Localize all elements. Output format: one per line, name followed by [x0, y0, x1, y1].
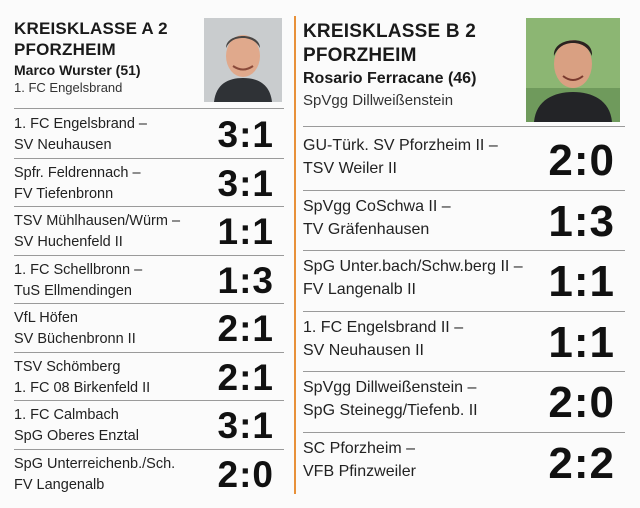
away-team: 1. FC 08 Birkenfeld II [14, 379, 151, 396]
row-separator [303, 431, 625, 433]
match-row: TSV Mühlhausen/Würm – SV Huchenfeld II 1:1 [14, 207, 284, 256]
column-divider [294, 16, 296, 494]
away-team: TuS Ellmendingen [14, 282, 132, 299]
match-row: SpVgg Dillweißenstein – SpG Steinegg/Tief… [303, 372, 625, 433]
home-team: 1. FC Engelsbrand – [14, 116, 147, 132]
kreisklasse-b2-column: KREISKLASSE B 2 PFORZHEIM Rosario Ferrac… [303, 0, 625, 488]
match-score: 2:0 [548, 136, 615, 185]
league-title-line1: KREISKLASSE B 2 [303, 21, 476, 42]
match-row: 1. FC Engelsbrand – SV Neuhausen 3:1 [14, 110, 284, 159]
match-teams: SpG Unterreichenb./Sch. FV Langenalb [14, 450, 284, 496]
match-row: 1. FC Calmbach SpG Oberes Enztal 3:1 [14, 401, 284, 450]
match-teams: GU-Türk. SV Pforzheim II – TSV Weiler II [303, 130, 625, 180]
coach-club: SpVgg Dillweißenstein [303, 92, 454, 109]
coach-name: Rosario Ferracane (46) [303, 70, 477, 87]
match-row: SpVgg CoSchwa II – TV Gräfenhausen 1:3 [303, 191, 625, 252]
home-team: SpG Unter.bach/Schw.berg II – [303, 258, 523, 275]
home-team: SpG Unterreichenb./Sch. [14, 455, 176, 472]
away-team: SpG Oberes Enztal [14, 428, 139, 444]
home-team: 1. FC Schellbronn – [14, 261, 143, 278]
league-title-line1: KREISKLASSE A 2 [14, 19, 168, 38]
away-team: TSV Weiler II [303, 160, 397, 177]
league-title-line2: PFORZHEIM [14, 40, 116, 59]
match-teams: SpG Unter.bach/Schw.berg II – FV Langenal… [303, 251, 625, 301]
match-teams: 1. FC Schellbronn – TuS Ellmendingen [14, 256, 284, 302]
row-separator [14, 351, 284, 353]
match-row: VfL Höfen SV Büchenbronn II 2:1 [14, 304, 284, 353]
match-score: 3:1 [217, 162, 274, 204]
away-team: VFB Pfinzweiler [303, 462, 416, 480]
home-team: SpVgg Dillweißenstein – [303, 379, 477, 396]
coach-club: 1. FC Engelsbrand [14, 80, 123, 95]
row-separator [14, 448, 284, 450]
away-team: SpG Steinegg/Tiefenb. II [303, 402, 478, 419]
row-separator [303, 310, 625, 312]
away-team: SV Büchenbronn II [14, 331, 136, 347]
match-teams: 1. FC Engelsbrand II – SV Neuhausen II [303, 312, 625, 362]
match-teams: SpVgg Dillweißenstein – SpG Steinegg/Tief… [303, 372, 625, 422]
match-score: 1:1 [217, 211, 274, 252]
row-separator [303, 189, 625, 191]
match-score: 2:1 [217, 356, 274, 398]
league-title: KREISKLASSE B 2 PFORZHEIM [303, 20, 625, 68]
away-team: FV Langenalb [14, 476, 105, 493]
home-team: SpVgg CoSchwa II – [303, 197, 451, 215]
row-separator [14, 157, 284, 159]
away-team: SV Neuhausen [14, 137, 112, 153]
match-score: 1:3 [548, 196, 615, 246]
match-teams: Spfr. Feldrennach – FV Tiefenbronn [14, 159, 284, 205]
match-score: 2:0 [548, 378, 615, 427]
match-score: 1:1 [548, 257, 615, 306]
home-team: TSV Schömberg [14, 358, 121, 375]
row-separator [303, 371, 625, 372]
home-team: GU-Türk. SV Pforzheim II – [303, 137, 498, 154]
away-team: FV Langenalb II [303, 281, 416, 298]
match-score: 3:1 [217, 114, 274, 155]
league-title: KREISKLASSE A 2 PFORZHEIM [14, 18, 284, 60]
match-score: 1:3 [217, 259, 274, 301]
match-score: 1:1 [548, 317, 615, 367]
match-score: 2:0 [217, 453, 274, 495]
row-separator [14, 254, 284, 256]
coach-photo [204, 18, 282, 102]
away-team: SV Neuhausen II [303, 341, 424, 359]
home-team: 1. FC Engelsbrand II – [303, 318, 464, 336]
match-row: SC Pforzheim – VFB Pfinzweiler 2:2 [303, 433, 625, 494]
away-team: FV Tiefenbronn [14, 185, 114, 202]
coach-photo [526, 18, 620, 122]
match-row: GU-Türk. SV Pforzheim II – TSV Weiler II 2… [303, 130, 625, 191]
match-teams: TSV Schömberg 1. FC 08 Birkenfeld II [14, 353, 284, 399]
match-teams: 1. FC Engelsbrand – SV Neuhausen [14, 110, 284, 156]
home-team: 1. FC Calmbach [14, 407, 119, 423]
match-teams: SC Pforzheim – VFB Pfinzweiler [303, 433, 625, 483]
match-teams: TSV Mühlhausen/Würm – SV Huchenfeld II [14, 207, 284, 253]
match-teams: SpVgg CoSchwa II – TV Gräfenhausen [303, 191, 625, 241]
home-team: SC Pforzheim – [303, 439, 416, 457]
row-separator [14, 400, 284, 401]
home-team: VfL Höfen [14, 310, 78, 326]
match-row: Spfr. Feldrennach – FV Tiefenbronn 3:1 [14, 159, 284, 208]
match-row: TSV Schömberg 1. FC 08 Birkenfeld II 2:1 [14, 353, 284, 402]
match-teams: 1. FC Calmbach SpG Oberes Enztal [14, 401, 284, 447]
match-row: 1. FC Engelsbrand II – SV Neuhausen II 1:1 [303, 312, 625, 373]
home-team: TSV Mühlhausen/Würm – [14, 213, 181, 229]
coach-name: Marco Wurster (51) [14, 62, 141, 78]
match-row: 1. FC Schellbronn – TuS Ellmendingen 1:3 [14, 256, 284, 305]
header-separator [303, 126, 625, 127]
kreisklasse-a2-column: KREISKLASSE A 2 PFORZHEIM Marco Wurster … [14, 0, 284, 495]
away-team: TV Gräfenhausen [303, 220, 430, 238]
match-score: 2:2 [548, 438, 615, 488]
row-separator [14, 303, 284, 304]
match-row: SpG Unterreichenb./Sch. FV Langenalb 2:0 [14, 450, 284, 499]
away-team: SV Huchenfeld II [14, 234, 123, 250]
match-score: 3:1 [217, 405, 274, 446]
league-title-line2: PFORZHEIM [303, 45, 417, 66]
header-separator [14, 108, 284, 109]
row-separator [14, 206, 284, 207]
match-row: SpG Unter.bach/Schw.berg II – FV Langenal… [303, 251, 625, 312]
match-teams: VfL Höfen SV Büchenbronn II [14, 304, 284, 350]
match-score: 2:1 [217, 308, 274, 349]
row-separator [303, 250, 625, 251]
home-team: Spfr. Feldrennach – [14, 164, 141, 181]
